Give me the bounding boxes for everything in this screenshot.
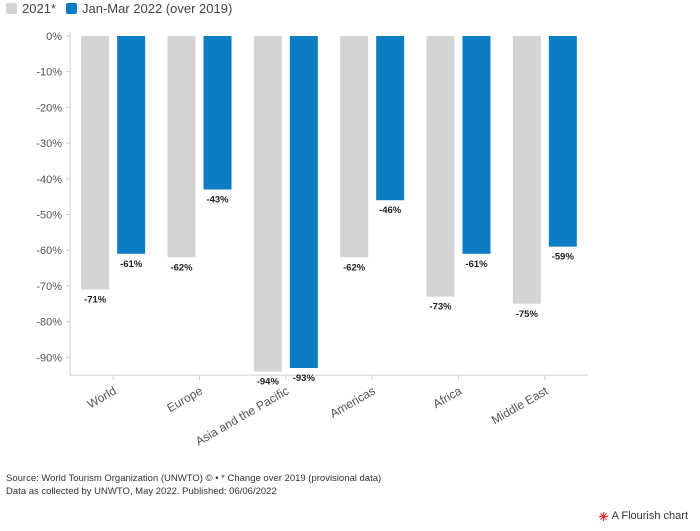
data-label: -75% bbox=[516, 309, 539, 320]
y-tick-label: -60% bbox=[36, 245, 62, 257]
y-tick-label: -50% bbox=[36, 210, 62, 222]
y-tick-label: -90% bbox=[36, 352, 62, 364]
flourish-credit[interactable]: A Flourish chart bbox=[598, 510, 688, 522]
bar-2021 bbox=[426, 36, 455, 297]
data-line: Data as collected by UNWTO, May 2022. Pu… bbox=[6, 486, 277, 497]
legend-label-2021: 2021* bbox=[22, 1, 56, 16]
legend-swatch-2022 bbox=[65, 3, 77, 14]
x-tick-label: Middle East bbox=[489, 383, 551, 427]
bar-2022 bbox=[462, 36, 491, 254]
legend: 2021* Jan-Mar 2022 (over 2019) bbox=[6, 1, 232, 16]
bar-2022 bbox=[376, 36, 405, 201]
legend-item-2022[interactable]: Jan-Mar 2022 (over 2019) bbox=[65, 1, 233, 16]
bar-2022 bbox=[289, 36, 318, 369]
credit-label: A Flourish chart bbox=[611, 510, 688, 522]
bar-2021 bbox=[81, 36, 110, 290]
data-label: -71% bbox=[84, 294, 107, 305]
legend-swatch-2021 bbox=[6, 3, 17, 14]
data-label: -62% bbox=[170, 262, 193, 273]
bar-2022 bbox=[203, 36, 232, 190]
chart-footer: Source: World Tourism Organization (UNWT… bbox=[6, 472, 381, 498]
bar-2021 bbox=[512, 36, 541, 304]
data-label: -93% bbox=[293, 373, 316, 384]
y-tick-label: -20% bbox=[36, 102, 62, 114]
source-line: Source: World Tourism Organization (UNWT… bbox=[6, 473, 382, 484]
y-tick-label: -40% bbox=[36, 174, 62, 186]
data-label: -94% bbox=[257, 377, 280, 388]
y-tick-label: -80% bbox=[36, 317, 62, 329]
data-label: -61% bbox=[120, 259, 143, 270]
bar-2022 bbox=[548, 36, 577, 247]
x-tick-label: Europe bbox=[164, 383, 205, 415]
flourish-logo-icon bbox=[598, 511, 608, 521]
bar-2021 bbox=[253, 36, 282, 372]
x-tick-label: World bbox=[85, 384, 119, 412]
data-label: -73% bbox=[429, 302, 452, 313]
bar-2021 bbox=[340, 36, 369, 258]
data-label: -61% bbox=[465, 259, 488, 270]
y-tick-label: 0% bbox=[46, 31, 62, 43]
data-label: -43% bbox=[206, 195, 229, 206]
y-tick-label: -10% bbox=[36, 67, 62, 79]
x-tick-label: Africa bbox=[430, 383, 464, 411]
legend-label-2022: Jan-Mar 2022 (over 2019) bbox=[81, 1, 233, 16]
x-tick-label: Asia and the Pacific bbox=[193, 384, 291, 449]
bar-2022 bbox=[117, 36, 146, 254]
y-tick-label: -30% bbox=[36, 138, 62, 150]
x-tick-label: Americas bbox=[327, 384, 377, 421]
bar-2021 bbox=[167, 36, 196, 258]
data-label: -59% bbox=[552, 252, 575, 263]
legend-item-2021[interactable]: 2021* bbox=[6, 1, 56, 16]
data-label: -62% bbox=[343, 262, 366, 273]
y-tick-label: -70% bbox=[36, 281, 62, 293]
bar-chart: 0% -10% -20% -30% -40% -50% -60% -70% -80% -90% -7… bbox=[36, 31, 588, 449]
data-label: -46% bbox=[379, 205, 402, 216]
